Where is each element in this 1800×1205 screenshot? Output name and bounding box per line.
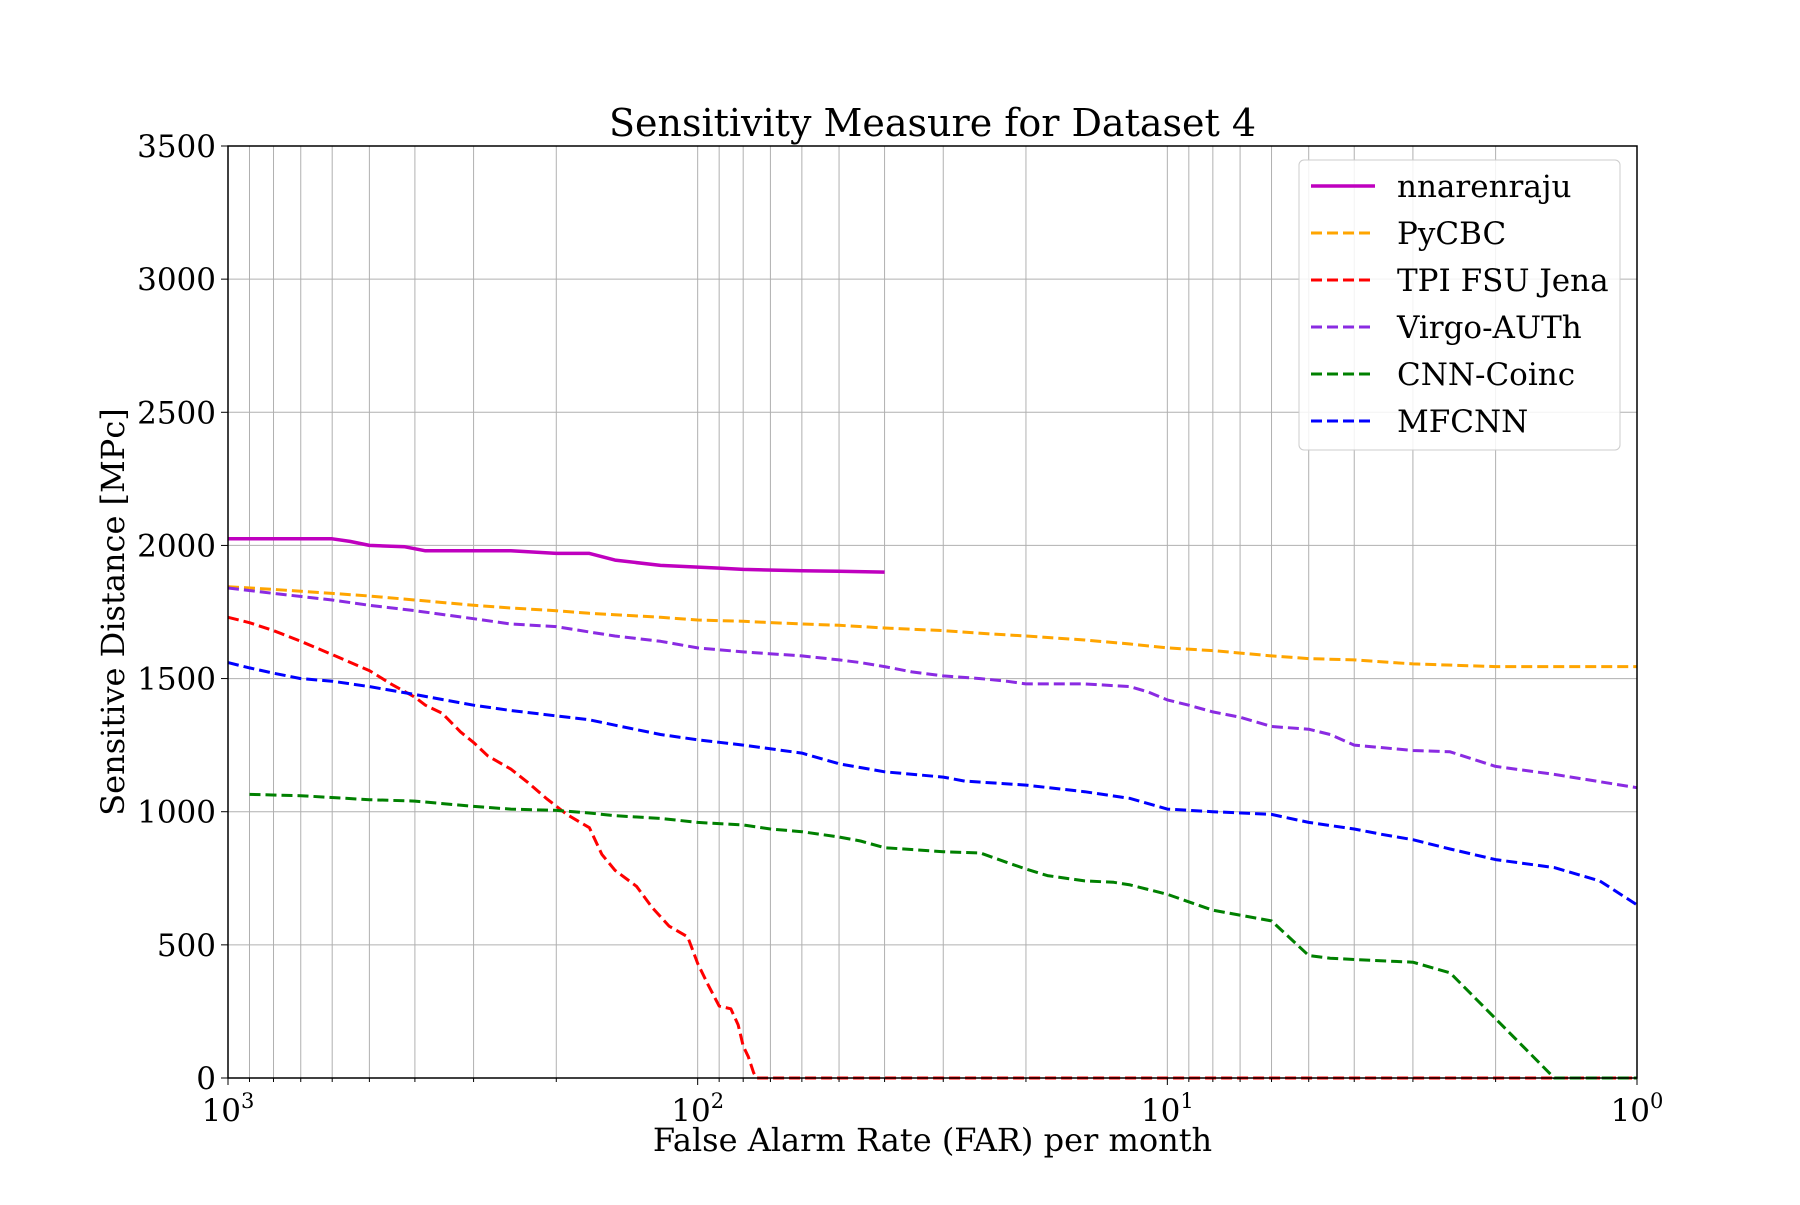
legend: nnarenraju PyCBC TPI FSU Jena Virgo-AUTh CNN…	[1298, 159, 1621, 451]
x-tick-label: 100	[1611, 1089, 1664, 1129]
legend-label-5: CNN-Coinc	[1397, 357, 1575, 393]
y-tick-label: 2500	[137, 395, 216, 431]
legend-label-3: TPI FSU Jena	[1397, 263, 1609, 299]
legend-label-4: Virgo-AUTh	[1396, 310, 1582, 346]
x-axis-label: False Alarm Rate (FAR) per month	[653, 1121, 1212, 1159]
y-tick-label: 2000	[137, 528, 216, 564]
y-tick-label: 3500	[137, 129, 216, 165]
legend-label-1: nnarenraju	[1397, 169, 1571, 205]
series-line-1	[228, 537, 885, 574]
legend-label-2: PyCBC	[1397, 216, 1506, 252]
series-line-6	[227, 661, 1638, 907]
plot-frame	[227, 145, 1638, 1079]
ticks: 0 500 1000 1500 2000 2500 3000 3500 103 102 101 100	[137, 129, 1663, 1129]
series-line-3	[227, 615, 1637, 1080]
series-line-4	[227, 586, 1638, 790]
y-tick-label: 3000	[137, 262, 216, 298]
x-tick-label: 101	[1141, 1089, 1194, 1129]
series-lines	[227, 537, 1638, 1080]
x-tick-label: 102	[671, 1089, 724, 1129]
series-line-5	[249, 792, 1637, 1080]
y-axis-label: Sensitive Distance [MPc]	[94, 408, 132, 815]
x-tick-label: 103	[202, 1089, 255, 1129]
legend-label-6: MFCNN	[1397, 404, 1528, 440]
y-tick-label: 500	[157, 928, 216, 964]
series-line-2	[227, 585, 1637, 669]
y-tick-label: 1000	[137, 795, 216, 831]
y-tick-label: 0	[196, 1061, 216, 1097]
y-tick-label: 1500	[137, 662, 216, 698]
legend-box	[1298, 159, 1621, 451]
chart-title: Sensitivity Measure for Dataset 4	[609, 101, 1256, 145]
